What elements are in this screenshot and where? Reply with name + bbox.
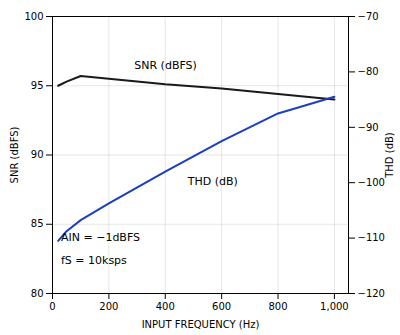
svg-text:−100: −100 — [358, 177, 385, 188]
svg-text:−120: −120 — [358, 288, 385, 299]
svg-text:85: 85 — [31, 218, 44, 229]
svg-text:INPUT FREQUENCY (Hz): INPUT FREQUENCY (Hz) — [142, 319, 260, 330]
svg-text:THD (dB): THD (dB) — [187, 175, 238, 188]
svg-text:80: 80 — [31, 288, 44, 299]
svg-text:AIN = −1dBFS: AIN = −1dBFS — [61, 231, 140, 244]
svg-text:fS = 10ksps: fS = 10ksps — [61, 254, 127, 267]
svg-text:95: 95 — [31, 80, 44, 91]
svg-text:1,000: 1,000 — [320, 301, 349, 312]
svg-text:800: 800 — [268, 301, 287, 312]
svg-text:600: 600 — [212, 301, 231, 312]
svg-text:SNR (dBFS): SNR (dBFS) — [9, 126, 20, 183]
svg-text:0: 0 — [49, 301, 55, 312]
svg-text:90: 90 — [31, 149, 44, 160]
svg-text:100: 100 — [24, 11, 43, 22]
svg-text:400: 400 — [156, 301, 175, 312]
svg-text:−110: −110 — [358, 232, 385, 243]
svg-text:−90: −90 — [358, 122, 379, 133]
svg-text:SNR (dBFS): SNR (dBFS) — [134, 59, 197, 72]
svg-text:−70: −70 — [358, 11, 379, 22]
svg-text:200: 200 — [99, 301, 118, 312]
svg-text:−80: −80 — [358, 66, 379, 77]
svg-text:THD (dB): THD (dB) — [384, 132, 395, 179]
